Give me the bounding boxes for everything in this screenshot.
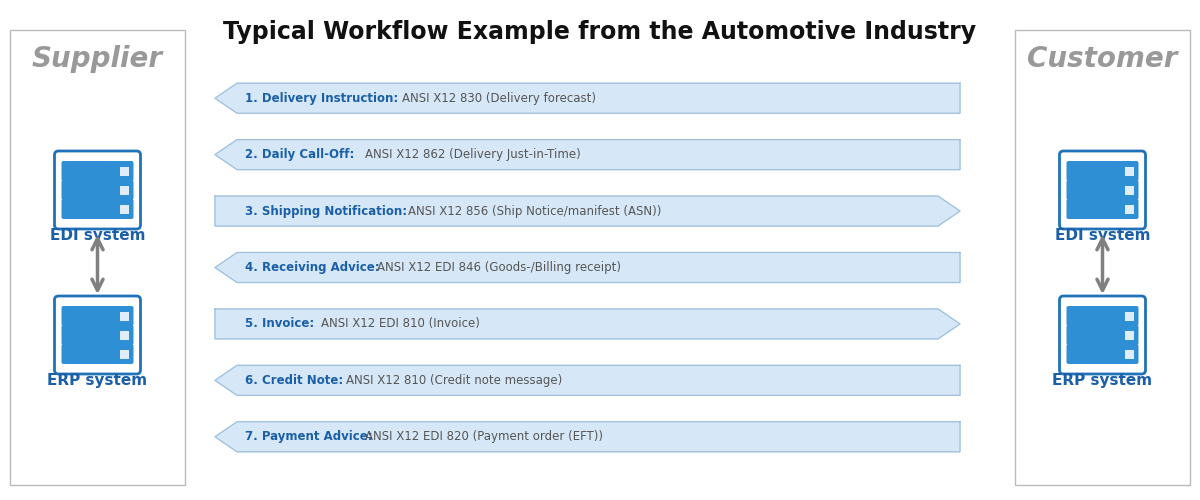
- Bar: [1124, 166, 1134, 175]
- Bar: [1124, 312, 1134, 320]
- Polygon shape: [215, 83, 960, 113]
- Text: Typical Workflow Example from the Automotive Industry: Typical Workflow Example from the Automo…: [223, 20, 977, 44]
- Bar: [120, 350, 128, 358]
- Text: ANSI X12 856 (Ship Notice/manifest (ASN)): ANSI X12 856 (Ship Notice/manifest (ASN)…: [408, 204, 661, 218]
- Text: Supplier: Supplier: [32, 45, 163, 73]
- Bar: [120, 186, 128, 194]
- FancyBboxPatch shape: [1060, 296, 1146, 374]
- Bar: [120, 312, 128, 320]
- Text: 1. Delivery Instruction:: 1. Delivery Instruction:: [245, 92, 398, 104]
- Bar: [120, 204, 128, 214]
- FancyBboxPatch shape: [61, 344, 133, 364]
- FancyBboxPatch shape: [61, 199, 133, 219]
- Text: 2. Daily Call-Off:: 2. Daily Call-Off:: [245, 148, 354, 161]
- Text: ANSI X12 830 (Delivery forecast): ANSI X12 830 (Delivery forecast): [402, 92, 595, 104]
- FancyBboxPatch shape: [54, 151, 140, 229]
- Text: ANSI X12 810 (Credit note message): ANSI X12 810 (Credit note message): [346, 374, 563, 387]
- FancyBboxPatch shape: [61, 306, 133, 326]
- Text: 5. Invoice:: 5. Invoice:: [245, 318, 314, 330]
- FancyBboxPatch shape: [1067, 199, 1139, 219]
- FancyBboxPatch shape: [61, 180, 133, 200]
- Text: 7. Payment Advice:: 7. Payment Advice:: [245, 430, 373, 444]
- Text: Customer: Customer: [1027, 45, 1177, 73]
- Bar: [1124, 186, 1134, 194]
- FancyBboxPatch shape: [1060, 151, 1146, 229]
- Bar: [120, 330, 128, 340]
- Text: EDI system: EDI system: [1055, 228, 1151, 243]
- FancyBboxPatch shape: [61, 161, 133, 181]
- Text: ANSI X12 862 (Delivery Just-in-Time): ANSI X12 862 (Delivery Just-in-Time): [365, 148, 581, 161]
- Text: 3. Shipping Notification:: 3. Shipping Notification:: [245, 204, 407, 218]
- Text: ERP system: ERP system: [1052, 373, 1152, 388]
- FancyBboxPatch shape: [54, 296, 140, 374]
- Bar: [1124, 350, 1134, 358]
- Text: 4. Receiving Advice:: 4. Receiving Advice:: [245, 261, 379, 274]
- Text: ANSI X12 EDI 820 (Payment order (EFT)): ANSI X12 EDI 820 (Payment order (EFT)): [365, 430, 602, 444]
- FancyBboxPatch shape: [1067, 161, 1139, 181]
- Text: ANSI X12 EDI 810 (Invoice): ANSI X12 EDI 810 (Invoice): [322, 318, 480, 330]
- Polygon shape: [215, 140, 960, 170]
- Polygon shape: [215, 196, 960, 226]
- Polygon shape: [215, 422, 960, 452]
- FancyBboxPatch shape: [1015, 30, 1190, 485]
- Text: ANSI X12 EDI 846 (Goods-/Billing receipt): ANSI X12 EDI 846 (Goods-/Billing receipt…: [377, 261, 622, 274]
- FancyBboxPatch shape: [1067, 306, 1139, 326]
- Bar: [1124, 330, 1134, 340]
- Text: 6. Credit Note:: 6. Credit Note:: [245, 374, 343, 387]
- FancyBboxPatch shape: [1067, 180, 1139, 200]
- Text: ERP system: ERP system: [48, 373, 148, 388]
- FancyBboxPatch shape: [61, 325, 133, 345]
- FancyBboxPatch shape: [1067, 325, 1139, 345]
- Bar: [120, 166, 128, 175]
- Polygon shape: [215, 252, 960, 282]
- FancyBboxPatch shape: [10, 30, 185, 485]
- Polygon shape: [215, 366, 960, 396]
- FancyBboxPatch shape: [1067, 344, 1139, 364]
- Text: EDI system: EDI system: [49, 228, 145, 243]
- Bar: [1124, 204, 1134, 214]
- Polygon shape: [215, 309, 960, 339]
